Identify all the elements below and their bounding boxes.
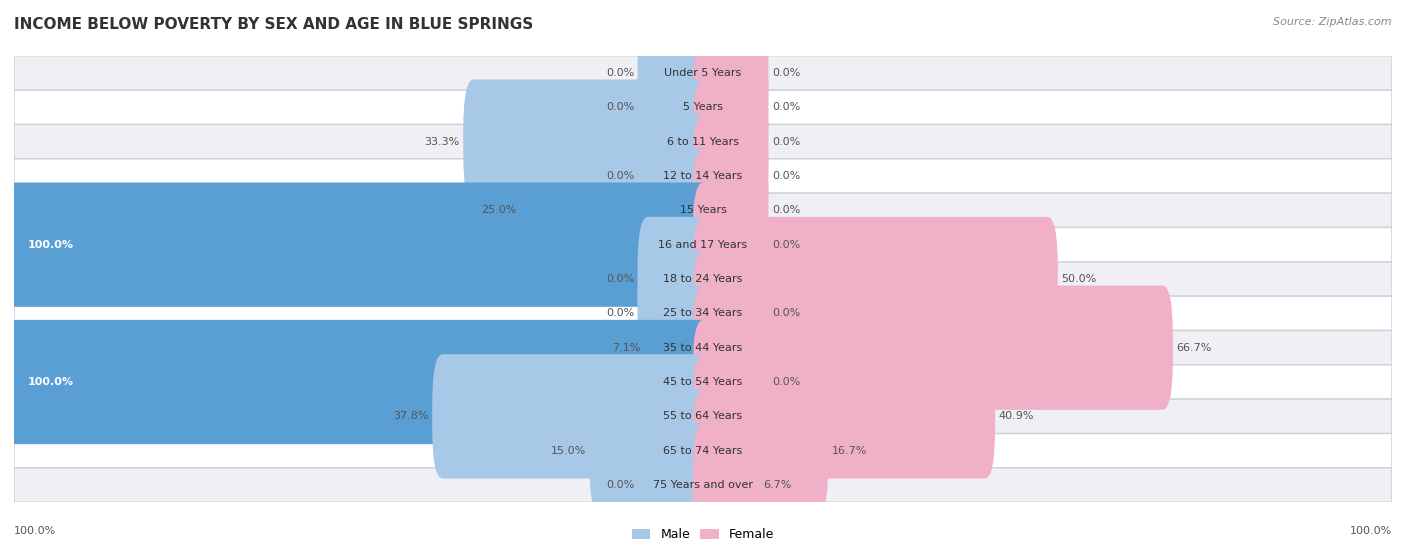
Text: 15 Years: 15 Years xyxy=(679,205,727,215)
Text: 0.0%: 0.0% xyxy=(772,68,800,78)
FancyBboxPatch shape xyxy=(637,423,713,547)
Text: 0.0%: 0.0% xyxy=(606,102,634,112)
Text: 25.0%: 25.0% xyxy=(482,205,517,215)
Text: 18 to 24 Years: 18 to 24 Years xyxy=(664,274,742,284)
Text: 6 to 11 Years: 6 to 11 Years xyxy=(666,137,740,147)
FancyBboxPatch shape xyxy=(14,159,1392,193)
Text: 45 to 54 Years: 45 to 54 Years xyxy=(664,377,742,387)
FancyBboxPatch shape xyxy=(14,399,1392,434)
FancyBboxPatch shape xyxy=(14,56,1392,90)
FancyBboxPatch shape xyxy=(693,114,769,238)
Text: 100.0%: 100.0% xyxy=(28,240,75,249)
Text: 7.1%: 7.1% xyxy=(612,343,640,353)
FancyBboxPatch shape xyxy=(693,11,769,135)
Text: 15.0%: 15.0% xyxy=(551,446,586,456)
FancyBboxPatch shape xyxy=(14,124,1392,159)
Text: 0.0%: 0.0% xyxy=(606,68,634,78)
Text: 0.0%: 0.0% xyxy=(772,309,800,318)
FancyBboxPatch shape xyxy=(644,286,713,410)
Text: 0.0%: 0.0% xyxy=(606,309,634,318)
Text: 12 to 14 Years: 12 to 14 Years xyxy=(664,171,742,181)
FancyBboxPatch shape xyxy=(14,365,1392,399)
Text: 100.0%: 100.0% xyxy=(14,526,56,536)
Text: 35 to 44 Years: 35 to 44 Years xyxy=(664,343,742,353)
FancyBboxPatch shape xyxy=(4,320,713,444)
Legend: Male, Female: Male, Female xyxy=(627,523,779,546)
FancyBboxPatch shape xyxy=(693,423,759,547)
Text: 40.9%: 40.9% xyxy=(998,411,1033,421)
FancyBboxPatch shape xyxy=(693,148,769,272)
FancyBboxPatch shape xyxy=(693,217,1057,341)
FancyBboxPatch shape xyxy=(693,286,1173,410)
Text: 16.7%: 16.7% xyxy=(832,446,868,456)
Text: 65 to 74 Years: 65 to 74 Years xyxy=(664,446,742,456)
Text: 0.0%: 0.0% xyxy=(772,102,800,112)
Text: 100.0%: 100.0% xyxy=(1350,526,1392,536)
FancyBboxPatch shape xyxy=(14,434,1392,468)
FancyBboxPatch shape xyxy=(693,251,769,376)
Text: INCOME BELOW POVERTY BY SEX AND AGE IN BLUE SPRINGS: INCOME BELOW POVERTY BY SEX AND AGE IN B… xyxy=(14,17,533,32)
Text: 6.7%: 6.7% xyxy=(763,480,792,490)
Text: 75 Years and over: 75 Years and over xyxy=(652,480,754,490)
FancyBboxPatch shape xyxy=(14,193,1392,228)
Text: 50.0%: 50.0% xyxy=(1062,274,1097,284)
FancyBboxPatch shape xyxy=(14,296,1392,330)
FancyBboxPatch shape xyxy=(14,468,1392,502)
Text: 37.8%: 37.8% xyxy=(394,411,429,421)
Text: Source: ZipAtlas.com: Source: ZipAtlas.com xyxy=(1274,17,1392,27)
Text: 0.0%: 0.0% xyxy=(772,137,800,147)
FancyBboxPatch shape xyxy=(432,354,713,479)
Text: 0.0%: 0.0% xyxy=(606,274,634,284)
FancyBboxPatch shape xyxy=(14,228,1392,262)
Text: 5 Years: 5 Years xyxy=(683,102,723,112)
FancyBboxPatch shape xyxy=(637,45,713,170)
Text: 0.0%: 0.0% xyxy=(772,377,800,387)
Text: 33.3%: 33.3% xyxy=(425,137,460,147)
FancyBboxPatch shape xyxy=(693,354,995,479)
FancyBboxPatch shape xyxy=(693,79,769,204)
Text: 25 to 34 Years: 25 to 34 Years xyxy=(664,309,742,318)
Text: 0.0%: 0.0% xyxy=(606,480,634,490)
FancyBboxPatch shape xyxy=(520,148,713,272)
FancyBboxPatch shape xyxy=(637,114,713,238)
FancyBboxPatch shape xyxy=(14,90,1392,124)
FancyBboxPatch shape xyxy=(14,262,1392,296)
FancyBboxPatch shape xyxy=(14,330,1392,365)
Text: 0.0%: 0.0% xyxy=(772,240,800,249)
FancyBboxPatch shape xyxy=(637,251,713,376)
Text: Under 5 Years: Under 5 Years xyxy=(665,68,741,78)
FancyBboxPatch shape xyxy=(693,320,769,444)
Text: 0.0%: 0.0% xyxy=(772,171,800,181)
Text: 0.0%: 0.0% xyxy=(606,171,634,181)
FancyBboxPatch shape xyxy=(4,182,713,307)
FancyBboxPatch shape xyxy=(693,388,828,513)
FancyBboxPatch shape xyxy=(589,388,713,513)
Text: 100.0%: 100.0% xyxy=(28,377,75,387)
FancyBboxPatch shape xyxy=(693,182,769,307)
Text: 16 and 17 Years: 16 and 17 Years xyxy=(658,240,748,249)
Text: 66.7%: 66.7% xyxy=(1177,343,1212,353)
FancyBboxPatch shape xyxy=(637,217,713,341)
Text: 0.0%: 0.0% xyxy=(772,205,800,215)
FancyBboxPatch shape xyxy=(693,45,769,170)
Text: 55 to 64 Years: 55 to 64 Years xyxy=(664,411,742,421)
FancyBboxPatch shape xyxy=(637,11,713,135)
FancyBboxPatch shape xyxy=(463,79,713,204)
